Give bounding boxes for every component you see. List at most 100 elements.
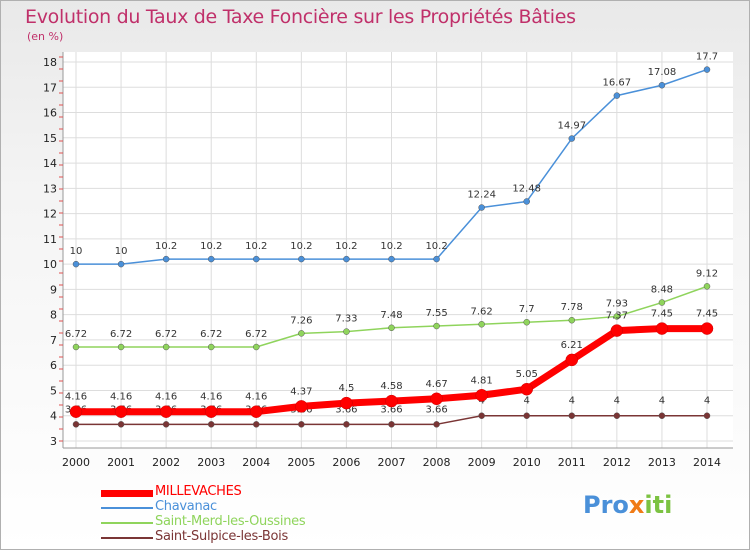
proxiti-logo: Proxiti xyxy=(583,491,672,519)
data-point xyxy=(655,322,669,335)
data-point xyxy=(343,421,350,428)
legend-label: MILLEVACHES xyxy=(155,484,242,499)
data-label: 4.16 xyxy=(200,392,222,403)
data-label: 7.62 xyxy=(471,306,493,317)
data-point xyxy=(478,321,485,328)
data-point xyxy=(117,343,125,351)
data-point xyxy=(253,421,260,428)
data-point xyxy=(478,204,485,211)
data-point xyxy=(207,421,215,428)
data-point xyxy=(72,421,80,428)
y-axis-unit: (en %) xyxy=(27,30,64,43)
data-label: 4.58 xyxy=(380,381,402,392)
logo-part-2: x xyxy=(628,491,645,519)
data-point xyxy=(568,316,576,324)
data-label: 4.81 xyxy=(471,375,493,386)
x-tick-label: 2001 xyxy=(107,456,135,469)
y-tick-label: 6 xyxy=(50,359,57,372)
data-label: 7.78 xyxy=(561,302,583,313)
data-label: 7.26 xyxy=(290,315,312,326)
x-tick-label: 2014 xyxy=(693,456,721,469)
data-label: 10.2 xyxy=(245,241,267,252)
x-tick-label: 2010 xyxy=(513,456,541,469)
data-point xyxy=(340,396,353,410)
data-label: 5.05 xyxy=(516,369,538,380)
x-tick-label: 2009 xyxy=(468,456,496,469)
data-point xyxy=(298,255,305,263)
data-point xyxy=(703,66,711,73)
legend-swatch xyxy=(101,489,153,497)
y-tick-label: 12 xyxy=(43,208,57,221)
y-tick-label: 4 xyxy=(50,410,57,423)
y-tick-label: 10 xyxy=(43,258,57,271)
data-label: 17.7 xyxy=(696,52,718,63)
data-label: 7.93 xyxy=(606,298,628,309)
data-point xyxy=(207,343,215,351)
data-point xyxy=(613,412,621,419)
data-point xyxy=(69,405,83,418)
data-label: 4 xyxy=(524,396,530,407)
data-label: 3.66 xyxy=(380,404,402,415)
data-point xyxy=(430,392,443,406)
data-point xyxy=(658,412,666,419)
y-tick-label: 7 xyxy=(50,334,57,347)
data-label: 4 xyxy=(614,396,620,407)
data-label: 10 xyxy=(115,246,128,257)
data-label: 4.16 xyxy=(245,392,267,403)
legend-label: Chavanac xyxy=(155,499,217,514)
data-label: 4.16 xyxy=(65,392,87,403)
x-tick-label: 2000 xyxy=(62,456,90,469)
data-point xyxy=(658,299,666,306)
data-point xyxy=(388,421,395,428)
data-label: 10.2 xyxy=(335,241,357,252)
data-point xyxy=(523,412,530,419)
data-label: 10.2 xyxy=(425,241,447,252)
logo-part-3: iti xyxy=(644,491,673,519)
data-point xyxy=(253,255,260,263)
data-label: 12.48 xyxy=(512,183,541,194)
data-point xyxy=(475,389,488,402)
x-tick-label: 2006 xyxy=(332,456,360,469)
data-point xyxy=(388,255,395,263)
data-point xyxy=(207,255,215,263)
y-tick-label: 17 xyxy=(43,81,57,94)
data-label: 8.48 xyxy=(651,285,673,296)
data-point xyxy=(610,324,624,337)
y-tick-label: 13 xyxy=(43,182,57,195)
legend-swatch xyxy=(101,537,153,539)
data-label: 7.7 xyxy=(519,304,535,315)
data-point xyxy=(613,92,621,99)
data-point xyxy=(295,400,308,413)
legend-label: Saint-Merd-les-Oussines xyxy=(155,514,306,529)
data-label: 6.72 xyxy=(65,329,87,340)
data-label: 10.2 xyxy=(200,241,222,252)
legend-swatch xyxy=(101,507,153,509)
data-label: 4.16 xyxy=(155,392,177,403)
data-label: 17.08 xyxy=(648,67,677,78)
data-point xyxy=(523,198,530,205)
data-label: 7.33 xyxy=(335,314,357,325)
y-tick-label: 5 xyxy=(50,384,57,397)
data-point xyxy=(385,394,398,408)
data-point xyxy=(117,260,125,268)
legend-label: Saint-Sulpice-les-Bois xyxy=(155,529,288,544)
data-point xyxy=(162,343,170,351)
data-point xyxy=(343,255,350,263)
data-label: 10 xyxy=(70,246,83,257)
data-label: 6.72 xyxy=(110,329,132,340)
data-label: 3.66 xyxy=(425,404,447,415)
data-label: 7.48 xyxy=(380,310,402,321)
data-label: 9.12 xyxy=(696,268,718,279)
y-tick-label: 14 xyxy=(43,157,57,170)
legend-swatch xyxy=(101,522,153,524)
data-label: 14.97 xyxy=(557,121,586,132)
data-point xyxy=(568,135,576,142)
x-tick-label: 2007 xyxy=(378,456,406,469)
data-label: 6.21 xyxy=(561,340,583,351)
data-point xyxy=(433,421,440,428)
data-point xyxy=(162,421,170,428)
data-point xyxy=(658,81,666,89)
data-point xyxy=(703,283,711,290)
